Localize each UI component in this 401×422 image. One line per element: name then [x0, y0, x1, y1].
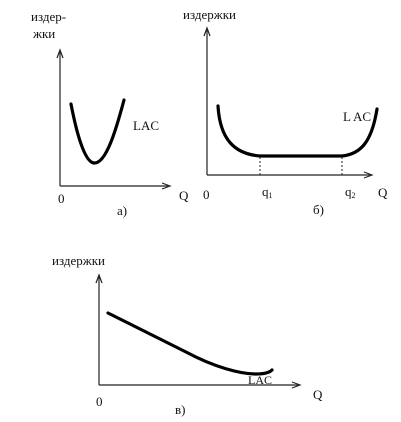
- diagram-b-q2-letter: q: [345, 184, 352, 199]
- diagram-a-lac-curve: [69, 98, 126, 165]
- diagram-b-origin-label: 0: [203, 187, 210, 202]
- diagram-b-panel-label: б): [313, 202, 324, 217]
- diagram-b-curve-label: L AC: [343, 109, 371, 124]
- diagram-a-y-label-line1: издер-: [31, 9, 66, 24]
- diagram-c-origin-label: 0: [96, 394, 103, 409]
- diagram-b-x-arrow: [363, 171, 374, 179]
- diagram-a-curve-label: LAC: [133, 118, 159, 133]
- diagram-c-curve-label: LAC: [248, 373, 272, 387]
- diagram-a-y-arrow: [56, 48, 64, 59]
- diagram-b-lac-curve: [216, 104, 379, 158]
- diagram-b-y-label: издержки: [183, 7, 236, 22]
- diagram-a-x-arrow: [161, 182, 172, 190]
- diagram-a-x-label: Q: [179, 188, 189, 203]
- diagram-a-y-label-line2: жки: [32, 26, 55, 41]
- diagram-b: издержки L AC 0 q1 q2 Q б): [183, 7, 388, 217]
- diagram-b-q1-label: q1: [262, 184, 273, 200]
- diagram-b-y-arrow: [203, 26, 211, 37]
- diagram-b-q2-subscript: 2: [352, 191, 356, 200]
- diagram-c-x-arrow: [291, 381, 302, 389]
- diagram-b-q1-subscript: 1: [269, 191, 273, 200]
- diagram-b-q1-letter: q: [262, 184, 269, 199]
- diagram-c-x-label: Q: [313, 387, 323, 402]
- diagram-c-y-label: издержки: [52, 253, 105, 268]
- diagram-b-x-label: Q: [378, 185, 388, 200]
- diagram-c: издержки LAC 0 Q в): [52, 253, 323, 417]
- diagram-c-y-arrow: [95, 273, 103, 284]
- diagram-a-origin-label: 0: [58, 191, 65, 206]
- diagram-a-panel-label: а): [117, 203, 127, 218]
- diagram-b-q2-label: q2: [345, 184, 356, 200]
- diagram-c-panel-label: в): [175, 402, 185, 417]
- diagram-c-lac-curve: [106, 311, 274, 376]
- diagram-a: издер- жки LAC 0 Q а): [31, 9, 189, 218]
